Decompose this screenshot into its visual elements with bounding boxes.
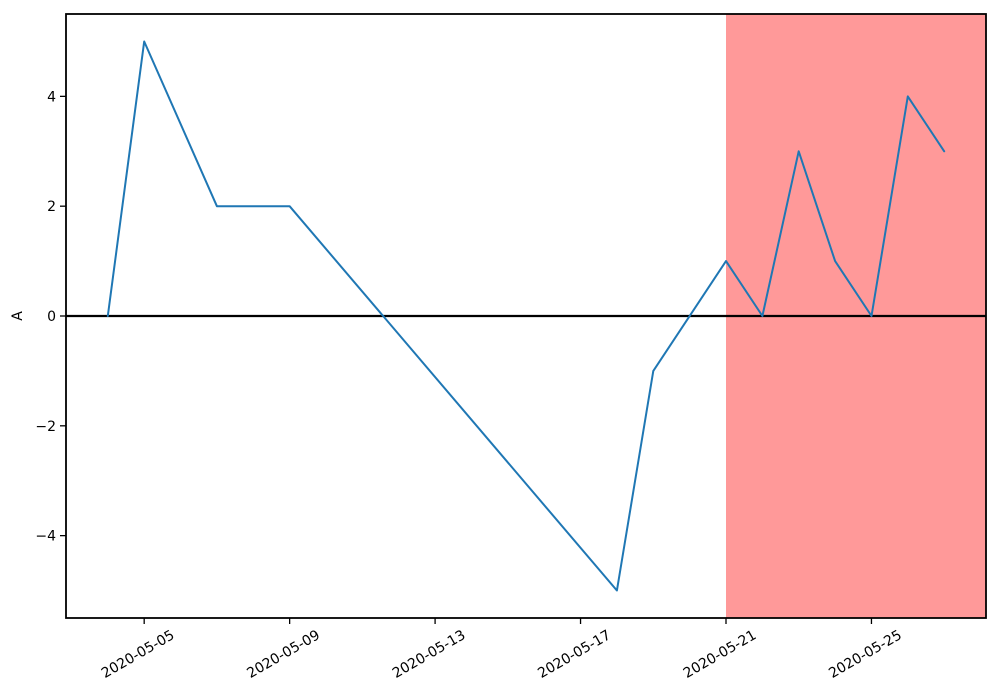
y-tick-label: −2	[35, 419, 56, 435]
x-tick-label: 2020-05-25	[826, 627, 904, 682]
series-line-A	[106, 40, 946, 592]
y-axis-label: A	[10, 311, 26, 321]
x-tick-label: 2020-05-05	[99, 627, 177, 682]
y-tick-label: 4	[47, 89, 56, 105]
x-tick-label: 2020-05-09	[244, 627, 322, 682]
x-tick-label: 2020-05-13	[390, 627, 468, 682]
y-tick-label: 2	[47, 199, 56, 215]
x-tick-label: 2020-05-17	[535, 627, 613, 682]
y-tick-label: −4	[35, 529, 56, 545]
y-tick-label: 0	[47, 309, 56, 325]
x-tick-label: 2020-05-21	[681, 627, 759, 682]
